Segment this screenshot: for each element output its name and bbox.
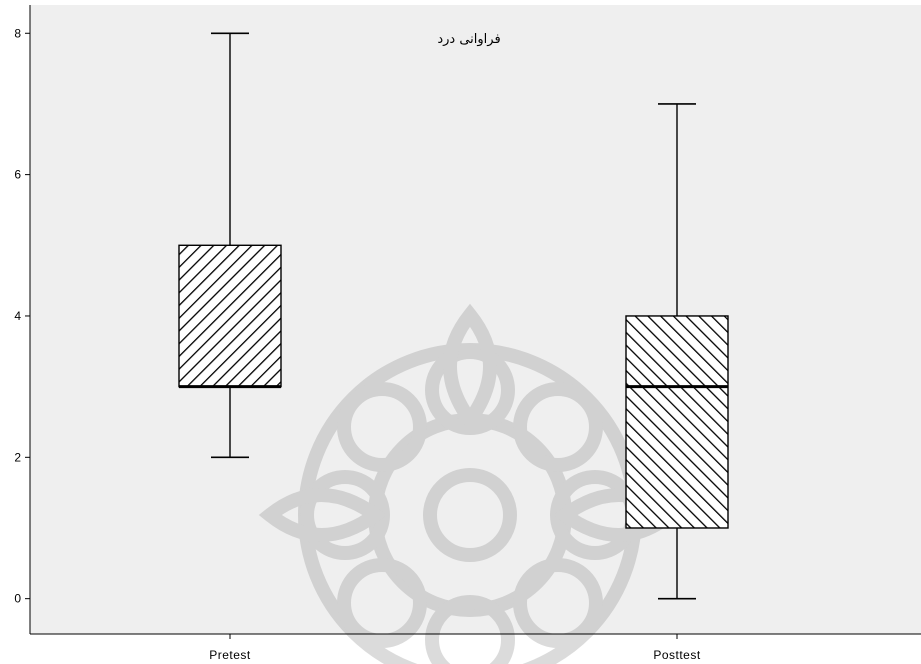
y-tick-label: 2 (14, 450, 21, 464)
x-category-label: Posttest (653, 648, 701, 662)
box-pretest (178, 32, 282, 459)
x-axis-category-labels: Pretest Posttest (209, 634, 701, 662)
x-category-label: Pretest (209, 648, 251, 662)
box-posttest (625, 103, 729, 600)
box-series (178, 32, 729, 600)
iqr-box (178, 244, 282, 388)
y-tick-label: 0 (14, 592, 21, 606)
y-tick-label: 6 (14, 168, 21, 182)
iqr-box (625, 315, 729, 529)
chart-title: فراوانی درد (437, 32, 500, 47)
y-tick-label: 8 (14, 26, 21, 40)
y-axis-ticks: 0 2 4 6 8 (14, 26, 30, 606)
y-tick-label: 4 (14, 309, 21, 323)
